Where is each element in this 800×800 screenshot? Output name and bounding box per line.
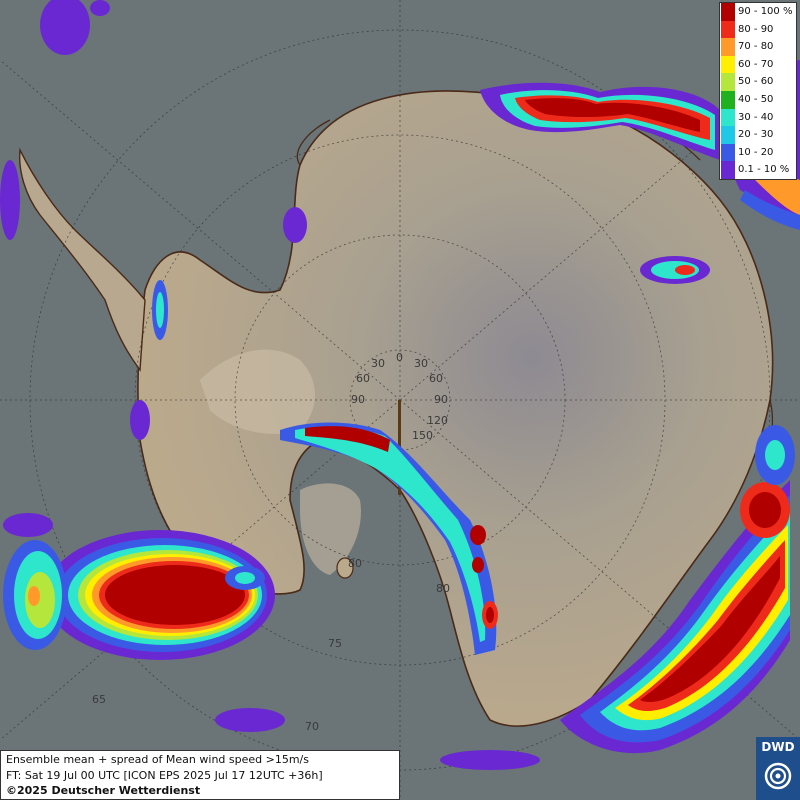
legend-swatch	[721, 20, 735, 39]
legend-label: 0.1 - 10 %	[738, 164, 790, 176]
legend-row: 80 - 90	[720, 20, 798, 39]
legend-swatch	[721, 73, 735, 91]
storm-southwest	[3, 530, 275, 660]
probability-legend: 90 - 100 % 80 - 90 70 - 80 60 - 70 50 - …	[719, 2, 797, 180]
graticule-labels: 0 30 30 60 60 90 90 120 150 80 80 75 70 …	[92, 351, 450, 733]
storm-small-patches	[0, 0, 710, 770]
copyright-notice: ©2025 Deutscher Wetterdienst	[6, 784, 201, 797]
legend-label: 20 - 30	[738, 129, 774, 141]
lon-label-30w: 30	[371, 357, 385, 370]
legend-label: 40 - 50	[738, 94, 774, 105]
lon-label-120e: 120	[427, 414, 448, 427]
legend-swatch	[721, 161, 735, 179]
lon-label-30e: 30	[414, 357, 428, 370]
legend-row: 40 - 50	[720, 91, 798, 109]
storm-central-ridge	[280, 422, 498, 655]
dwd-logo-text: DWD	[761, 740, 795, 754]
legend-swatch	[721, 3, 735, 21]
lat-label-80: 80	[348, 557, 362, 570]
forecast-time: FT: Sat 19 Jul 00 UTC [ICON EPS 2025 Jul…	[6, 769, 323, 782]
legend-swatch	[721, 143, 735, 162]
legend-row: 70 - 80	[720, 38, 798, 56]
legend-row: 0.1 - 10 %	[720, 161, 798, 179]
lon-label-0: 0	[396, 351, 403, 364]
dwd-logo: DWD	[756, 737, 800, 800]
swirl-icon	[764, 762, 792, 790]
lon-label-90e: 90	[434, 393, 448, 406]
lat-label-75: 75	[328, 637, 342, 650]
legend-row: 60 - 70	[720, 55, 798, 74]
lat-label-65: 65	[92, 693, 106, 706]
lat-label-80b: 80	[436, 582, 450, 595]
legend-label: 90 - 100 %	[738, 6, 793, 17]
legend-row: 50 - 60	[720, 73, 798, 91]
legend-swatch	[721, 55, 735, 74]
legend-label: 50 - 60	[738, 76, 774, 88]
legend-swatch	[721, 38, 735, 56]
antarctica-landmass	[18, 90, 774, 727]
storm-southeast	[560, 425, 795, 754]
legend-label: 10 - 20	[738, 146, 774, 158]
legend-row: 90 - 100 %	[720, 3, 798, 21]
lon-label-90w: 90	[351, 393, 365, 406]
forecast-info-box: Ensemble mean + spread of Mean wind spee…	[0, 750, 400, 800]
legend-swatch	[721, 91, 735, 109]
legend-row: 20 - 30	[720, 126, 798, 144]
wind-probability-field	[0, 0, 800, 770]
lon-label-60e: 60	[429, 372, 443, 385]
lon-label-150e: 150	[412, 429, 433, 442]
legend-row: 10 - 20	[720, 143, 798, 162]
legend-label: 30 - 40	[738, 111, 774, 123]
lon-label-60w: 60	[356, 372, 370, 385]
legend-label: 80 - 90	[738, 23, 774, 35]
legend-row: 30 - 40	[720, 108, 798, 127]
legend-swatch	[721, 126, 735, 144]
product-description: Ensemble mean + spread of Mean wind spee…	[6, 753, 309, 766]
lat-label-70: 70	[305, 720, 319, 733]
legend-label: 60 - 70	[738, 58, 774, 70]
legend-swatch	[721, 108, 735, 127]
legend-label: 70 - 80	[738, 41, 774, 53]
